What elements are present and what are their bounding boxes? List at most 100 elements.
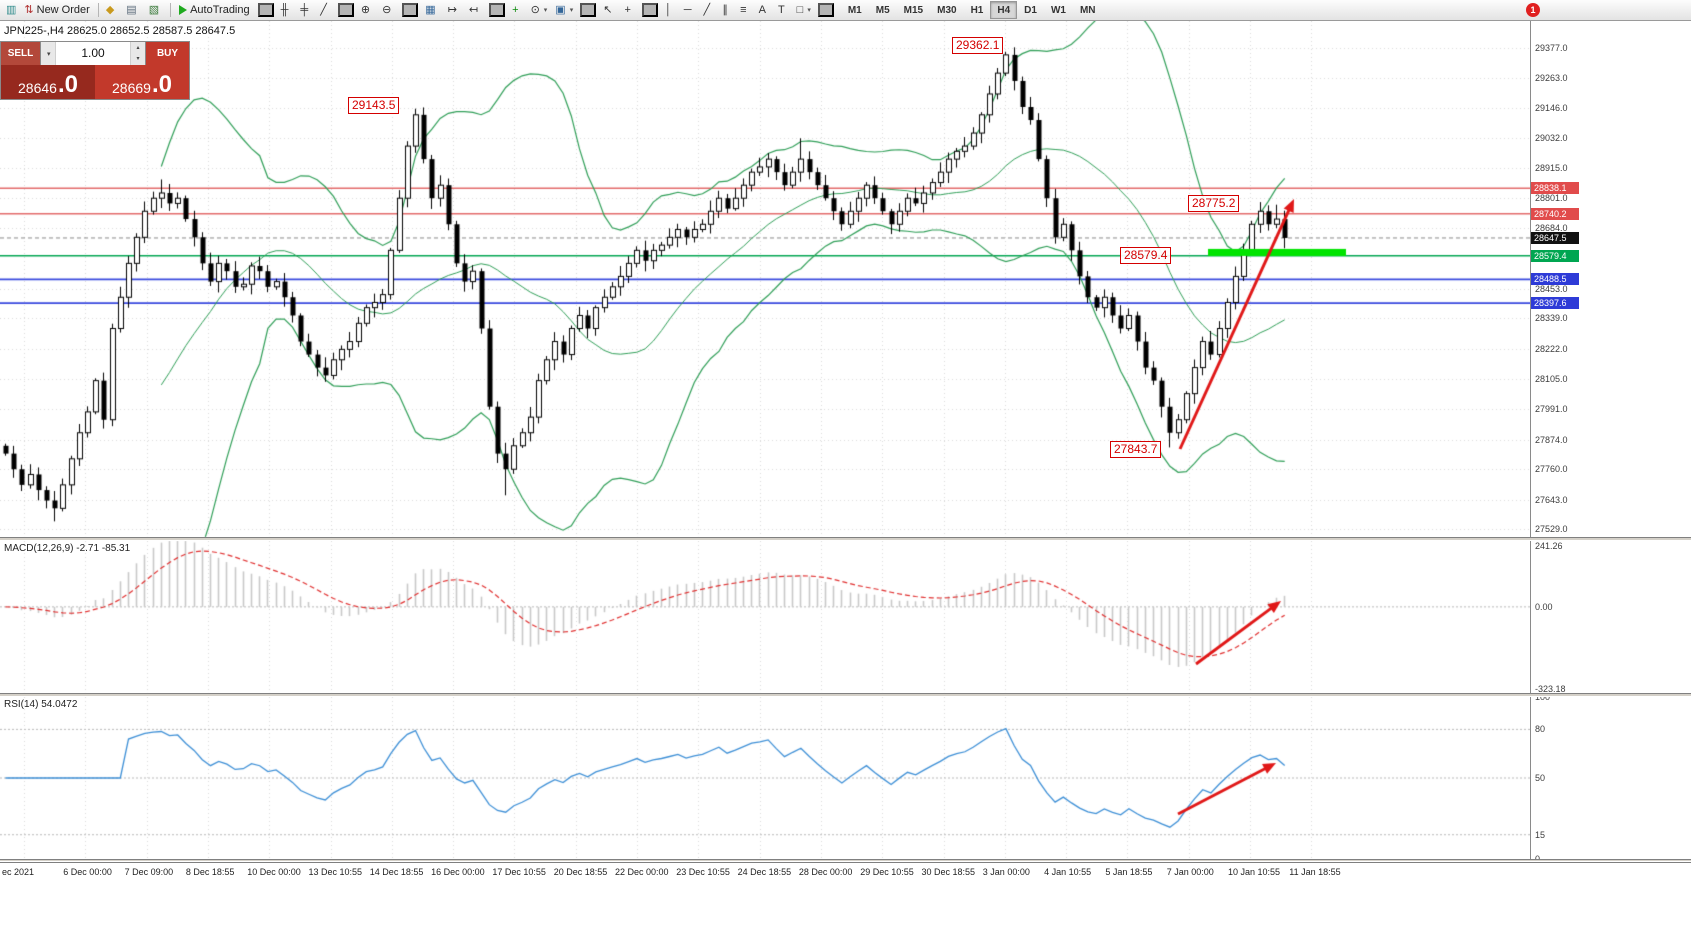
timeframe-w1[interactable]: W1 [1044,1,1073,19]
text-icon[interactable]: A [755,1,774,19]
axis-label: 27991.0 [1535,404,1568,415]
timeframe-h4[interactable]: H4 [990,1,1018,19]
price-tag: 28740.2 [1531,207,1579,220]
axis-label: 27874.0 [1535,434,1568,445]
vertical-line-icon[interactable]: │ [661,1,680,19]
price-callout[interactable]: 29143.5 [348,97,400,114]
panel-separator[interactable] [0,537,1691,541]
tile-windows-icon[interactable]: ▦ [421,1,443,19]
time-axis-label: 22 Dec 00:00 [615,867,669,877]
sell-price[interactable]: 28646.0 [1,65,95,99]
axis-label: 15 [1535,829,1546,840]
time-axis-label: 3 Jan 00:00 [982,867,1030,877]
trendline-icon[interactable]: ╱ [700,1,719,19]
axis-label: 27760.0 [1535,464,1568,475]
toolbar-separator [97,3,99,17]
cursor-icon[interactable]: ↖ [599,1,620,19]
autotrading-play-icon [179,5,188,15]
toolbar-separator [580,3,597,17]
buy-price[interactable]: 28669.0 [95,65,189,99]
timeframe-d1[interactable]: D1 [1017,1,1044,19]
price-callout[interactable]: 28579.4 [1120,247,1172,264]
autotrading-button[interactable]: AutoTrading [174,1,255,19]
time-axis-label: 17 Dec 10:55 [492,867,546,877]
expert-advisors-icon[interactable]: ◆ [102,1,122,19]
time-axis-label: 20 Dec 18:55 [553,867,608,877]
toolbar-separator [170,3,172,17]
toolbar-separator [402,3,419,17]
price-tag: 28488.5 [1531,273,1579,286]
price-tag: 28838.1 [1531,182,1579,195]
timeframe-h1[interactable]: H1 [964,1,991,19]
volume-control: ▾ 1.00 ▴ ▾ [41,42,145,65]
autotrading-label: AutoTrading [190,4,250,16]
notification-badge[interactable]: 1 [1526,3,1540,17]
volume-down-button[interactable]: ▾ [131,53,145,65]
template-icon[interactable]: ▣ ▾ [551,1,577,19]
chart-preview-icon[interactable]: ▧ [145,1,167,19]
axis-label: 29377.0 [1535,42,1568,53]
sell-button[interactable]: SELL [1,42,41,65]
time-axis-label: 4 Jan 10:55 [1044,867,1092,877]
toolbar-separator [641,3,658,17]
time-axis-label: 7 Dec 09:00 [124,867,174,877]
horizontal-line-icon[interactable]: ─ [680,1,700,19]
axis-label: 28453.0 [1535,283,1568,294]
toolbar-separator [337,3,354,17]
new-order-icon: ⇅ [24,3,34,16]
timeframe-m30[interactable]: M30 [930,1,963,19]
main-toolbar: ▥ ⇅ New Order ◆ ▤ ▧ AutoTrading ╫ ╪ ╱ ⊕ ⊖ ▦ ↦ ↤ + ⊙… [0,0,1691,21]
time-axis-label: 11 Jan 18:55 [1289,867,1341,877]
volume-input[interactable]: 1.00 [81,46,105,60]
timeframe-m1[interactable]: M1 [841,1,869,19]
panel-separator[interactable] [0,693,1691,697]
channel-icon[interactable]: ∥ [718,1,736,19]
price-tag: 28647.5 [1531,231,1579,244]
time-axis-label: 14 Dec 18:55 [369,867,424,877]
buy-button[interactable]: BUY [145,42,189,65]
time-axis[interactable]: ec 2021 6 Dec 00:00 7 Dec 09:00 8 Dec 18:55… [0,862,1691,883]
time-axis-label: 30 Dec 18:55 [921,867,976,877]
timeframe-mn[interactable]: MN [1073,1,1103,19]
auto-scroll-icon[interactable]: ↦ [444,1,465,19]
fibonacci-icon[interactable]: ≡ [736,1,754,19]
volume-dropdown-button[interactable]: ▾ [41,42,56,65]
chart-shift-icon[interactable]: ↤ [465,1,486,19]
zoom-in-icon[interactable]: ⊕ [357,1,378,19]
zoom-out-icon[interactable]: ⊖ [378,1,399,19]
crosshair-icon[interactable]: + [620,1,638,19]
axis-label: 28339.0 [1535,313,1568,324]
axis-label: 28801.0 [1535,192,1568,203]
axis-label: 28105.0 [1535,374,1568,385]
shapes-icon[interactable]: □ ▾ [793,1,815,19]
price-axis[interactable]: 29377.0 29263.0 29146.0 29032.0 28915.0 28801… [1530,21,1593,881]
sell-price-main: 28646 [18,80,57,96]
print-icon[interactable]: ▤ [122,1,144,19]
periods-icon[interactable]: ⊙ ▾ [527,1,552,19]
toolbar-separator [817,3,834,17]
indicators-add-icon[interactable]: + [508,1,526,19]
symbol-ohlc-header: JPN225-,H4 28625.0 28652.5 28587.5 28647… [4,25,236,37]
price-callout[interactable]: 29362.1 [952,37,1004,54]
axis-label: 50 [1535,773,1546,783]
price-callout[interactable]: 28775.2 [1188,195,1240,212]
axis-label: 28915.0 [1535,163,1568,174]
panel-separator[interactable] [0,859,1691,862]
chart-window: JPN225-,H4 28625.0 28652.5 28587.5 28647… [0,21,1691,940]
chart-canvas[interactable] [0,21,1530,862]
timeframe-m5[interactable]: M5 [869,1,897,19]
bar-chart-icon[interactable]: ╫ [277,1,297,19]
text-label-icon[interactable]: T [774,1,793,19]
volume-up-button[interactable]: ▴ [131,42,145,54]
line-chart-icon[interactable]: ╱ [316,1,335,19]
time-axis-label: 29 Dec 10:55 [860,867,914,877]
price-callout[interactable]: 27843.7 [1110,441,1162,458]
time-axis-label: 7 Jan 00:00 [1166,867,1214,877]
time-axis-label: 13 Dec 10:55 [308,867,363,877]
new-order-button[interactable]: ⇅ New Order [19,1,94,19]
timeframe-m15[interactable]: M15 [897,1,930,19]
time-axis-label: ec 2021 [2,867,35,877]
axis-label: 241.26 [1535,540,1563,551]
timeframe-toolbar: M1 M5 M15 M30 H1 H4 D1 W1 MN [841,1,1103,19]
candlestick-chart-icon[interactable]: ╪ [296,1,316,19]
